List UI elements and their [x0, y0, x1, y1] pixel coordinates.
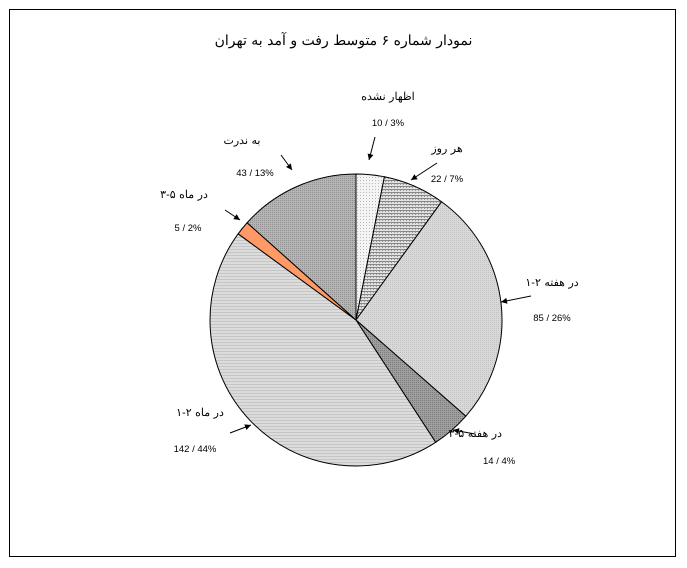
slice-value-label: 22 / 7% [431, 174, 464, 185]
slice-name-label: در ماه ۵-۳ [160, 188, 208, 201]
leader-arrowhead [244, 424, 251, 430]
slice-name-label: در ماه ۲-۱ [176, 406, 224, 419]
slice-name-label: هر روز [430, 142, 463, 155]
leader-arrowhead [411, 174, 418, 180]
slice-name-label: به ندرت [224, 134, 261, 147]
slice-value-label: 85 / 26% [533, 313, 571, 324]
slice-value-label: 10 / 3% [372, 118, 405, 129]
pie-labels: اظهار نشده 10 / 3% هر روز 22 / 7% در هفته ۲-… [160, 90, 579, 467]
slice-name-label: در هفته ۲-۱ [525, 276, 578, 289]
pie-slice [355, 201, 503, 417]
chart-title: نمودار شماره ۶ متوسط رفت و آمد به تهران [214, 33, 473, 49]
slice-value-label: 14 / 4% [483, 456, 516, 467]
pie-slices [209, 173, 503, 467]
leader-arrowhead [286, 163, 292, 170]
pie-slice [246, 173, 357, 322]
leader-arrowhead [453, 428, 460, 435]
slice-name-label: اظهار نشده [361, 90, 414, 103]
pie-slice [209, 233, 437, 467]
leader-arrowhead [233, 214, 240, 220]
leader-arrowhead [501, 297, 508, 304]
slice-value-label: 142 / 44% [174, 444, 217, 455]
leader-arrowhead [367, 153, 374, 160]
slice-name-label: در هفته ۵-۳ [449, 427, 502, 440]
slice-value-label: 5 / 2% [175, 223, 202, 234]
slice-value-label: 43 / 13% [236, 168, 274, 179]
